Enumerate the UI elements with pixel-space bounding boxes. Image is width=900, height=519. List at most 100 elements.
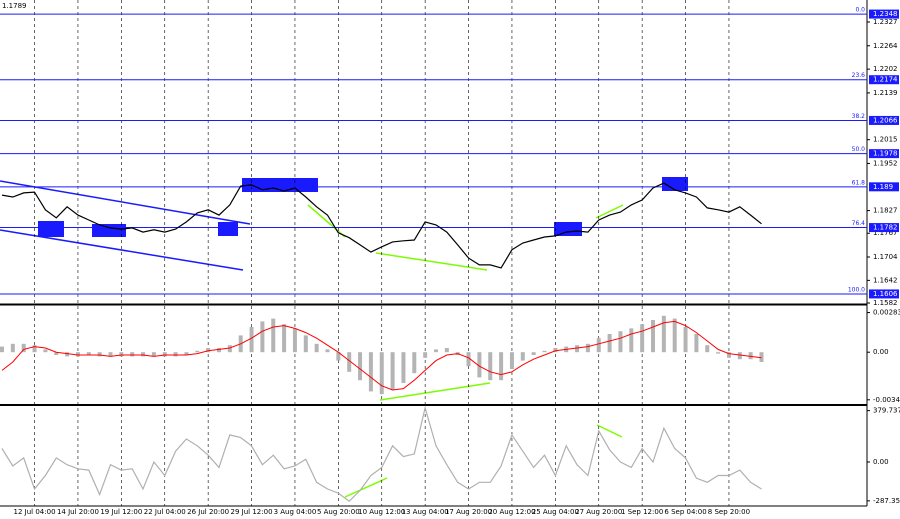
x-tick-label: 17 Aug 20:00 (445, 508, 492, 516)
y-tick-label: -0.0034 (873, 396, 900, 404)
histogram-bar (141, 352, 146, 357)
histogram-bar (97, 352, 102, 357)
histogram-bar (260, 321, 265, 353)
price-label-bg (869, 115, 899, 125)
x-tick-label: 1 Sep 12:00 (621, 508, 663, 516)
fib-ratio: 50.0 (852, 146, 866, 153)
price-label-bg (869, 75, 899, 85)
fib-price-label: 1.1606 (873, 290, 898, 298)
divergence-line (375, 252, 488, 271)
histogram-bar (651, 320, 655, 353)
x-tick-label: 3 Aug 04:00 (274, 508, 317, 516)
y-tick-label: 1.2202 (873, 65, 898, 73)
x-tick-label: 12 Jul 04:00 (14, 508, 56, 516)
histogram-bar (368, 352, 373, 392)
x-tick-label: 27 Aug 20:00 (575, 508, 622, 516)
histogram-bar (716, 352, 721, 354)
histogram-bar (130, 352, 135, 357)
y-tick-label: 1.1952 (873, 159, 898, 167)
zone-box (38, 221, 64, 237)
histogram-bar (531, 352, 536, 355)
fib-price-label: 1.2174 (873, 76, 898, 84)
zone-box (242, 178, 318, 192)
fib-ratio: 38.2 (852, 113, 866, 120)
divergence-line (379, 382, 491, 401)
y-tick-label: 379.7378 (873, 407, 900, 415)
histogram-bar (206, 348, 211, 353)
histogram-bar (661, 315, 666, 353)
y-tick-label: 1.1582 (873, 299, 898, 307)
histogram-bar (292, 328, 297, 353)
x-tick-label: 20 Aug 12:00 (488, 508, 535, 516)
histogram-bar (607, 334, 612, 353)
price-label-bg (869, 289, 899, 299)
fib-ratio: 76.4 (852, 220, 866, 227)
divergence-line (595, 204, 624, 219)
zone-box (554, 222, 582, 236)
histogram-bar (336, 352, 341, 361)
histogram-bar (32, 345, 37, 353)
fib-price-label: 1.2066 (873, 116, 898, 124)
histogram-bar (358, 352, 363, 381)
annotations (0, 177, 688, 498)
histogram-bar (86, 352, 91, 355)
fib-ratio: 0.0 (855, 7, 865, 14)
x-tick-label: 6 Sep 04:00 (664, 508, 706, 516)
y-tick-label: 1.2015 (873, 136, 898, 144)
divergence-line (307, 204, 346, 238)
histogram-bar (640, 324, 645, 353)
histogram-bar (759, 352, 764, 362)
zone-box (218, 222, 238, 236)
histogram-bar (282, 324, 287, 353)
histogram-bar (162, 352, 167, 357)
x-tick-label: 22 Jul 04:00 (144, 508, 186, 516)
histogram-bar (466, 352, 471, 367)
histogram-bar (303, 335, 308, 353)
histogram-bar (249, 327, 254, 353)
fib-ratio: 100.0 (848, 286, 865, 293)
histogram-bar (726, 352, 731, 358)
price-line (1, 182, 762, 269)
x-tick-label: 13 Aug 04:00 (402, 508, 449, 516)
fib-price-label: 1.1978 (873, 150, 898, 158)
histogram-bar (618, 331, 623, 353)
zone-box (662, 177, 688, 191)
histogram-bar (54, 352, 59, 355)
y-tick-label: 1.2327 (873, 18, 898, 26)
y-tick-label: 1.2139 (873, 89, 898, 97)
fib-ratio: 61.8 (852, 179, 866, 186)
histogram-bar (271, 318, 276, 353)
divergence-line (596, 424, 623, 438)
y-tick-label: 0.00283 (873, 309, 900, 317)
histogram-bar (43, 349, 48, 353)
histogram-bar (596, 338, 601, 353)
histogram-bar (434, 349, 438, 353)
histogram-bar (748, 352, 753, 360)
histogram-bar (412, 352, 417, 374)
histogram-bar (0, 346, 4, 353)
histogram-bar (195, 350, 200, 353)
histogram-bar (390, 352, 395, 390)
histogram-bar (227, 345, 232, 353)
y-tick-label: 0.00 (873, 458, 889, 466)
histogram-bar (423, 352, 428, 358)
histogram-bar (477, 352, 482, 378)
histogram-bar (325, 349, 330, 353)
histogram-bar (379, 352, 384, 395)
y-tick-label: 0.00 (873, 348, 889, 356)
y-tick-label: 1.1704 (873, 253, 898, 261)
x-tick-label: 10 Aug 12:00 (358, 508, 405, 516)
histogram-bar (737, 352, 742, 360)
histogram-bar (65, 352, 70, 357)
price-label-bg (869, 149, 899, 159)
channel-line (0, 229, 244, 271)
histogram-bar (705, 345, 710, 353)
x-tick-label: 26 Jul 20:00 (187, 508, 229, 516)
zone-box (92, 224, 126, 237)
x-tick-label: 14 Jul 20:00 (57, 508, 99, 516)
histogram-bar (509, 352, 514, 369)
histogram-bar (444, 348, 449, 353)
y-tick-label: 1.2264 (873, 42, 898, 50)
